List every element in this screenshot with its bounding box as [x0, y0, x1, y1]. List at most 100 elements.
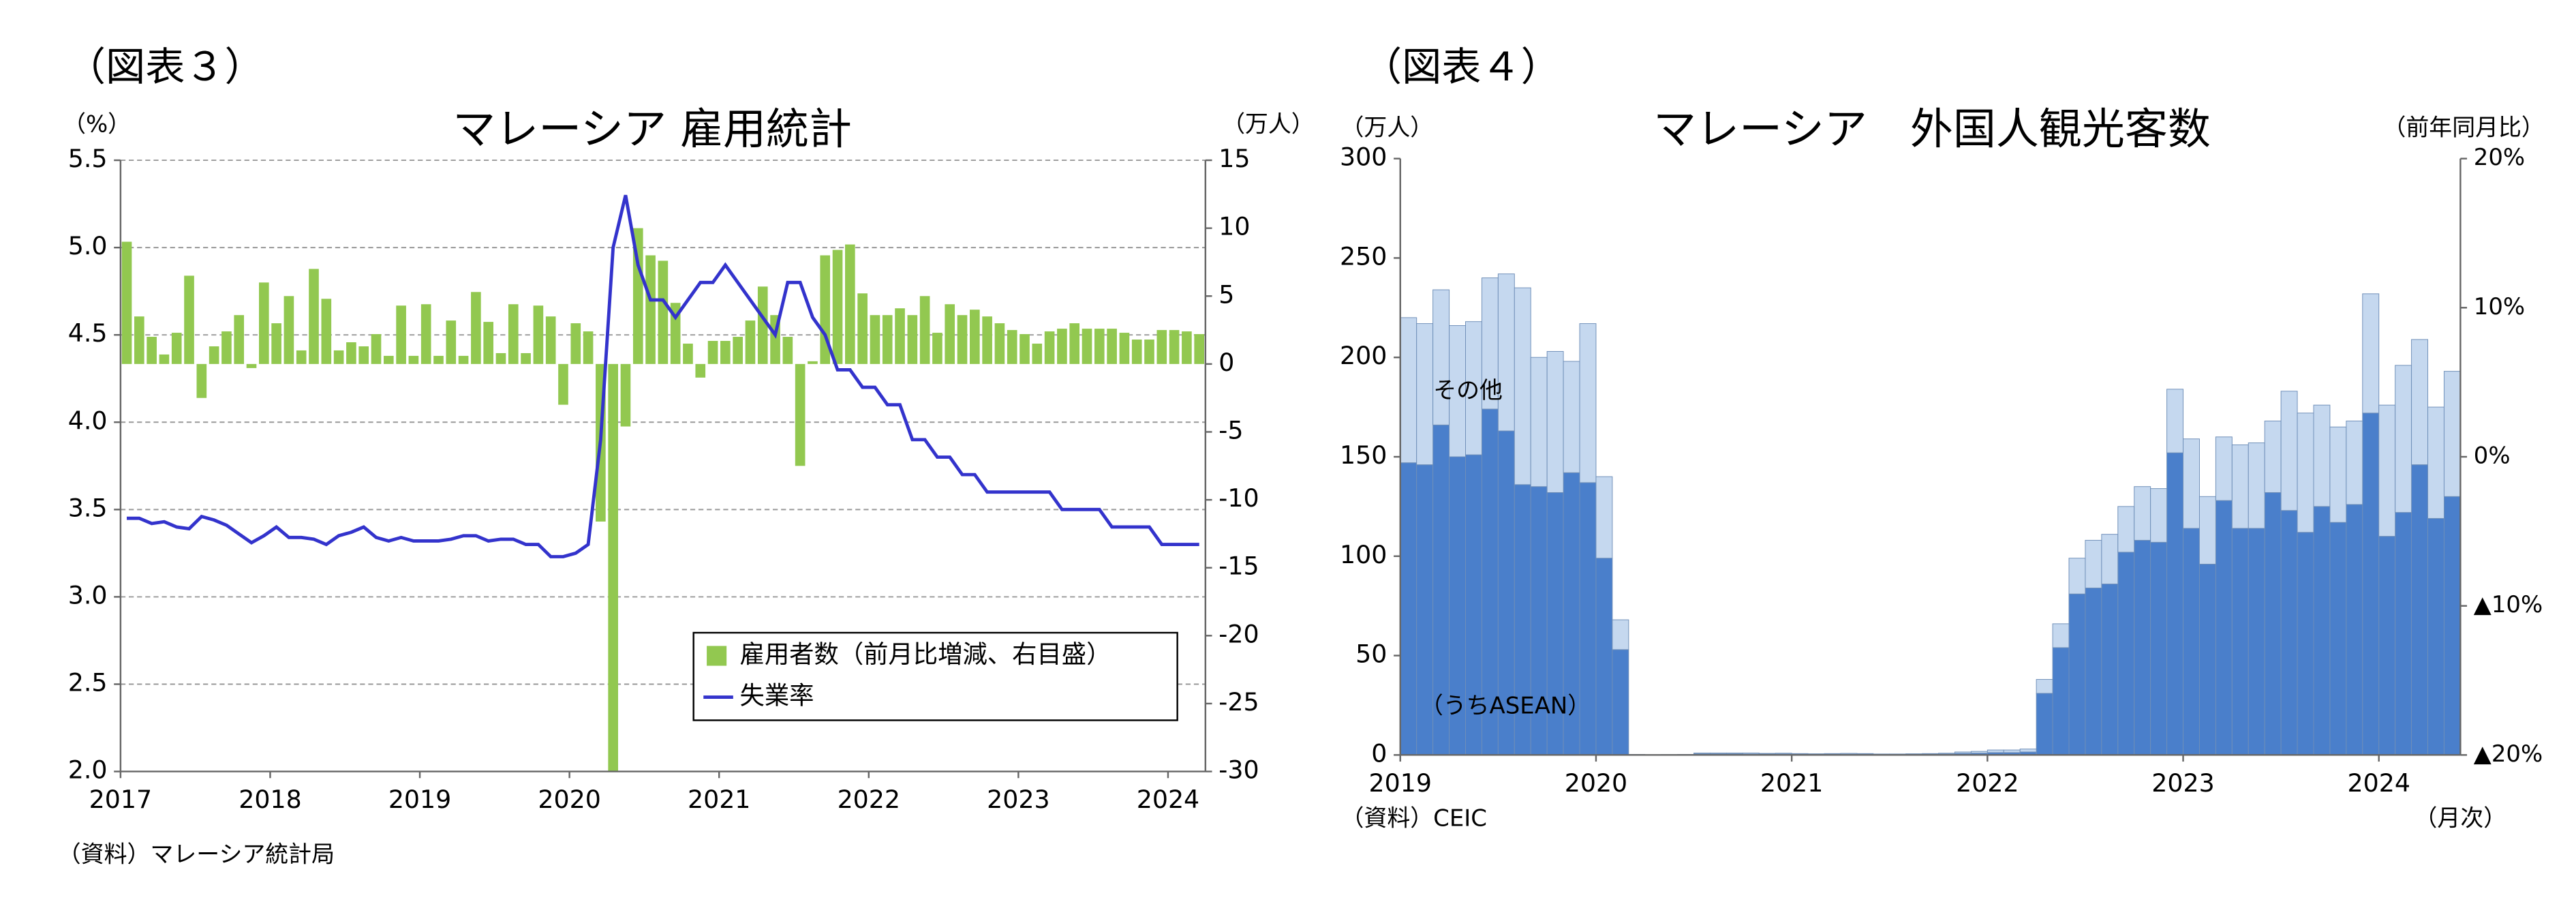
x-tick-label: 2017 [89, 785, 152, 814]
bar-segment [2166, 389, 2184, 453]
bar-segment [2068, 558, 2086, 595]
bar [333, 350, 344, 364]
bar-segment [2411, 464, 2429, 755]
y2-tick-label: 10% [2474, 293, 2525, 320]
bar [970, 310, 980, 364]
bar [1131, 340, 1142, 364]
bar [982, 316, 992, 364]
y-tick-label: 150 [1340, 440, 1387, 470]
bar-segment [1595, 558, 1613, 755]
bar [545, 316, 556, 364]
bar-segment [2117, 506, 2135, 553]
bar [321, 299, 332, 364]
bar-segment [2362, 293, 2380, 414]
y-axis-label: （%） [63, 111, 131, 138]
bar-segment [2264, 421, 2282, 493]
y-tick-label: 4.0 [68, 406, 108, 435]
y-tick-label: 2.5 [68, 667, 108, 697]
bar-segment [1579, 323, 1597, 483]
bar [1007, 330, 1017, 364]
bar-segment [1775, 753, 1792, 755]
legend-box [692, 631, 1178, 721]
y-tick-label: 250 [1340, 241, 1387, 271]
bar [583, 331, 594, 364]
bar [994, 323, 1005, 364]
bar-segment [2313, 404, 2331, 507]
bar [733, 337, 743, 364]
bar [608, 363, 618, 772]
y2-tick-label: ▲10% [2474, 591, 2543, 618]
bar-segment [2248, 442, 2265, 529]
bar [845, 244, 855, 364]
bar [1144, 340, 1154, 364]
bar [757, 286, 768, 364]
bar-segment [2117, 552, 2135, 755]
bar [346, 342, 356, 364]
bar [196, 363, 207, 398]
bar [383, 355, 394, 364]
bar-segment [2231, 528, 2249, 755]
bar-segment [2036, 693, 2053, 755]
bar-segment [1954, 751, 1972, 754]
y2-tick-label: 0 [1218, 348, 1234, 377]
bar-segment [2198, 563, 2216, 755]
bar [371, 334, 382, 364]
bar-segment [2395, 365, 2412, 513]
y2-tick-label: -25 [1218, 687, 1259, 717]
bar [420, 304, 431, 364]
bar-segment [2019, 749, 2037, 753]
bar-segment [2085, 587, 2102, 755]
chart-title: マレーシア 雇用統計 [453, 104, 852, 154]
y-tick-label: 0 [1371, 738, 1387, 768]
bar [1032, 344, 1043, 364]
bar-segment [2215, 500, 2233, 755]
bar [471, 292, 481, 364]
x-tick-label: 2021 [688, 785, 750, 814]
bar [1094, 329, 1105, 364]
bar [1169, 330, 1180, 364]
y2-tick-label: 0% [2474, 442, 2511, 468]
legend-label: 失業率 [740, 681, 814, 710]
bar-segment [2297, 412, 2314, 533]
bar-segment [1595, 476, 1613, 559]
bar-segment [1970, 751, 1988, 754]
bar-segment [2134, 486, 2151, 541]
bar-segment [2215, 436, 2233, 501]
bar-segment [2248, 528, 2265, 755]
bar [782, 337, 793, 364]
bar-segment [1563, 361, 1580, 473]
bar [707, 341, 718, 364]
legend-swatch [707, 646, 727, 666]
bar [658, 260, 669, 364]
y2-tick-label: -10 [1218, 483, 1259, 513]
bar-segment [1758, 753, 1776, 755]
y-tick-label: 3.0 [68, 580, 108, 610]
bar-segment [2231, 445, 2249, 529]
bar [1156, 330, 1167, 364]
x-tick-label: 2022 [1956, 768, 2019, 798]
y2-tick-label: -15 [1218, 552, 1259, 581]
bar [1182, 331, 1192, 364]
chart-title: マレーシア 外国人観光客数 [1653, 104, 2211, 154]
bar-segment [2378, 404, 2396, 537]
bar-segment [2150, 488, 2168, 543]
bar-segment [2346, 421, 2363, 505]
bar [134, 316, 144, 364]
bar [495, 352, 506, 364]
bar [870, 315, 880, 364]
bar [283, 296, 294, 364]
bar [234, 315, 245, 364]
bar [209, 346, 219, 364]
x-tick-label: 2022 [838, 785, 900, 814]
bar [1194, 334, 1205, 364]
y2-tick-label: -20 [1218, 619, 1259, 648]
bar-segment [1824, 753, 1841, 755]
figure-label: （図表３） [66, 44, 264, 90]
bar [446, 320, 457, 364]
series-label: その他 [1433, 377, 1503, 404]
x-tick-label: 2019 [388, 785, 451, 814]
y-tick-label: 5.5 [68, 144, 108, 173]
bar [558, 363, 568, 405]
x-tick-label: 2023 [987, 785, 1049, 814]
